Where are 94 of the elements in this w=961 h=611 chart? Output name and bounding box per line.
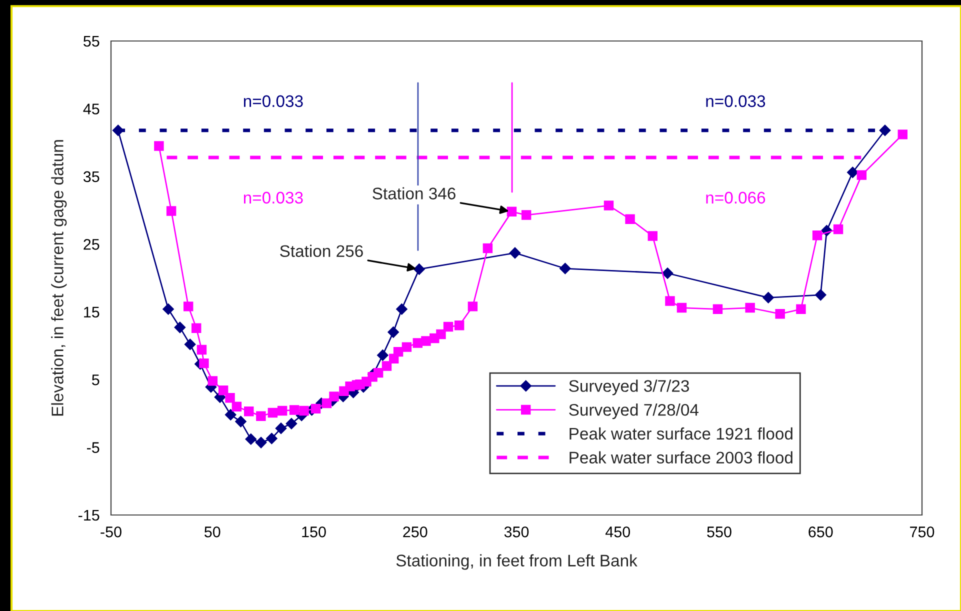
y-tick-label: 5 — [92, 374, 100, 386]
point — [625, 214, 635, 224]
point — [275, 422, 287, 434]
point — [299, 406, 309, 416]
point — [199, 358, 209, 368]
point — [174, 322, 186, 334]
point — [847, 166, 858, 178]
legend-label: Peak water surface 1921 flood — [570, 427, 792, 440]
point — [648, 231, 658, 241]
point — [414, 264, 425, 275]
point — [421, 336, 431, 346]
point — [225, 392, 235, 403]
point — [396, 304, 408, 315]
point — [244, 406, 254, 416]
x-axis-title: Stationing, in feet from Left Bank — [396, 554, 638, 570]
legend-label: Surveyed 3/7/23 — [569, 380, 689, 396]
annotation: n=0.033 — [244, 192, 303, 204]
annotation: n=0.033 — [706, 95, 766, 108]
x-tick-label: -50 — [100, 526, 122, 538]
point — [310, 404, 321, 414]
annotation: Station 346 — [372, 187, 456, 200]
point — [506, 206, 517, 216]
x-tick-label: 250 — [403, 526, 428, 538]
point — [289, 405, 300, 415]
annotation: n=0.033 — [244, 95, 303, 108]
point — [604, 200, 614, 210]
point — [482, 243, 493, 254]
point — [812, 230, 822, 240]
point — [388, 326, 399, 338]
point — [255, 436, 267, 448]
point — [454, 320, 464, 330]
point — [256, 411, 266, 421]
point — [521, 210, 532, 220]
point — [898, 130, 908, 140]
point — [762, 292, 774, 304]
x-tick-label: 450 — [605, 526, 630, 538]
point — [268, 408, 278, 418]
point — [745, 302, 755, 313]
point — [329, 392, 339, 402]
y-tick-label: 35 — [83, 171, 100, 182]
point — [245, 434, 257, 445]
point — [436, 329, 446, 340]
point — [373, 368, 384, 378]
point — [218, 386, 228, 396]
point — [662, 268, 674, 279]
y-axis-title: Elevation, in feet (current gage datum — [51, 140, 67, 416]
x-tick-label: 650 — [808, 526, 833, 538]
point — [183, 302, 194, 312]
point — [277, 406, 288, 416]
point — [796, 304, 806, 314]
point — [235, 416, 246, 428]
legend-label: Peak water surface 2003 flood — [570, 451, 792, 464]
x-tick-label: 350 — [504, 526, 529, 538]
point — [833, 224, 844, 234]
point — [196, 344, 207, 355]
point — [286, 418, 298, 430]
y-tick-label: 45 — [83, 104, 100, 114]
point — [191, 323, 202, 333]
y-tick-label: 25 — [84, 239, 100, 250]
point — [412, 338, 423, 348]
legend-label: Surveyed 7/28/04 — [569, 404, 698, 420]
point — [166, 206, 176, 216]
point — [879, 124, 891, 136]
point — [184, 338, 196, 350]
point — [154, 141, 164, 151]
point — [775, 309, 785, 319]
point — [266, 432, 278, 444]
point — [468, 302, 478, 312]
point — [208, 376, 218, 386]
point — [402, 342, 412, 352]
point — [560, 262, 571, 274]
point — [382, 361, 392, 371]
point — [225, 409, 236, 420]
x-tick-label: 750 — [910, 526, 934, 538]
point — [393, 346, 404, 357]
point — [509, 247, 521, 259]
y-tick-label: 15 — [84, 306, 100, 318]
point — [712, 304, 723, 314]
y-tick-label: -5 — [86, 442, 100, 453]
x-tick-label: 50 — [204, 526, 220, 538]
point — [856, 170, 867, 180]
point — [676, 302, 687, 313]
x-tick-label: 150 — [302, 526, 326, 538]
point — [162, 304, 174, 315]
annotation: n=0.066 — [706, 192, 766, 204]
point — [815, 289, 826, 301]
annotation: Station 256 — [280, 244, 363, 258]
y-tick-label: -15 — [78, 510, 100, 521]
point — [665, 296, 675, 306]
y-tick-label: 55 — [84, 36, 100, 47]
point — [377, 350, 388, 361]
point — [232, 402, 242, 412]
point — [443, 322, 454, 332]
x-tick-label: 550 — [707, 526, 732, 538]
